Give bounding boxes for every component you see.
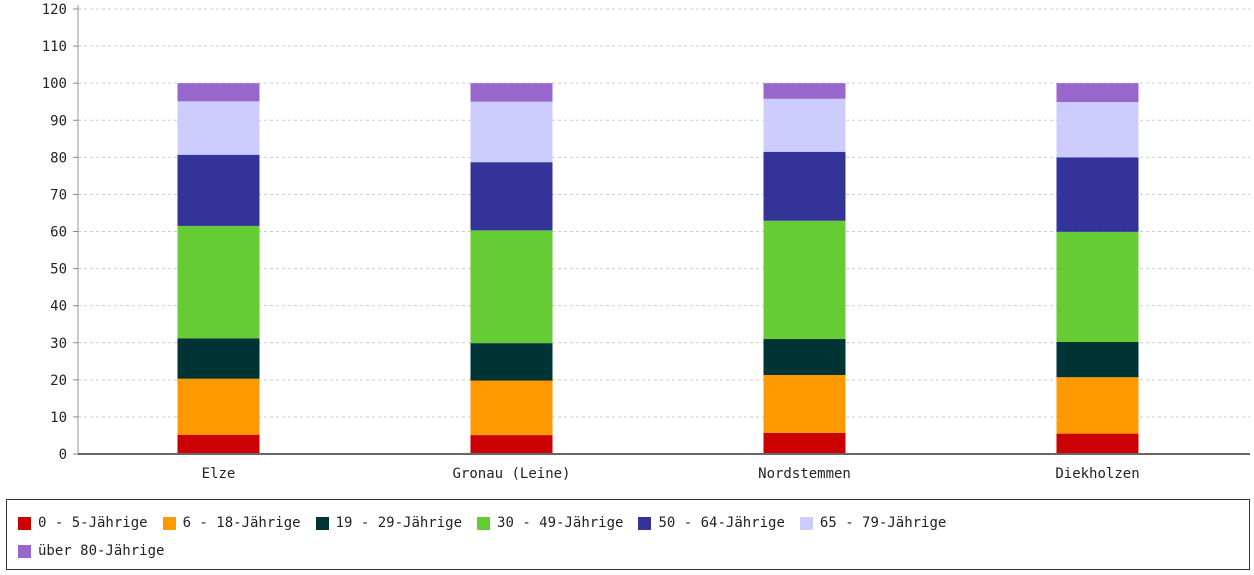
bar-segment: [470, 380, 553, 436]
bar-segment: [1056, 342, 1139, 378]
bar-segment: [470, 101, 553, 163]
stacked-bar-chart: 0 10 20 30 40 50 60 70 80 90 100 110 120 Elze Gronau …: [42, 2, 1250, 482]
y-tick-label: 50: [50, 262, 67, 278]
bar-segment: [177, 101, 260, 155]
bar-segment: [1056, 433, 1139, 454]
bar-segment: [470, 435, 553, 454]
y-tick-label: 70: [50, 187, 67, 203]
legend-swatch: [477, 516, 491, 530]
legend-item: über 80-Jährige: [18, 543, 164, 559]
y-tick-labels: 0 10 20 30 40 50 60 70 80 90 100 110 120: [42, 2, 78, 463]
y-tick-label: 90: [50, 113, 67, 129]
bar-segment: [1056, 157, 1139, 232]
bar-segment: [763, 375, 846, 433]
legend-swatch: [315, 516, 329, 530]
bar-segment: [470, 83, 553, 102]
x-tick-label: Nordstemmen: [758, 466, 851, 482]
y-tick-label: 80: [50, 150, 67, 166]
bar-segment: [763, 432, 846, 454]
legend-row: über 80-Jährige: [18, 537, 1249, 565]
legend-item: 6 - 18-Jährige: [162, 515, 301, 531]
legend-item: 19 - 29-Jährige: [315, 515, 463, 531]
y-tick-label: 110: [42, 39, 67, 55]
legend-label: 0 - 5-Jährige: [38, 515, 148, 531]
legend-swatch: [18, 544, 31, 558]
legend-label: über 80-Jährige: [38, 543, 165, 559]
legend-label: 50 - 64-Jährige: [658, 515, 785, 531]
bar-segment: [1056, 377, 1139, 434]
bar-segment: [177, 338, 260, 379]
x-tick-label: Elze: [202, 466, 236, 482]
bar-segment: [1056, 231, 1139, 343]
legend-swatch: [18, 516, 31, 530]
y-tick-label: 20: [50, 373, 67, 389]
bar-segment: [1056, 83, 1139, 103]
legend-swatch: [162, 516, 176, 530]
legend-label: 30 - 49-Jährige: [497, 515, 624, 531]
bar-segment: [763, 220, 846, 340]
bar-segment: [470, 230, 553, 344]
y-tick-label: 10: [50, 410, 67, 426]
legend-item: 30 - 49-Jährige: [477, 515, 623, 531]
x-tick-labels: Elze Gronau (Leine) Nordstemmen Diekholzen: [202, 466, 1140, 482]
bar-segment: [470, 162, 553, 231]
bars: [177, 83, 1139, 454]
legend-label: 19 - 29-Jährige: [335, 515, 463, 531]
bar-segment: [177, 154, 260, 226]
y-tick-label: 30: [50, 336, 67, 352]
legend-swatch: [638, 516, 652, 530]
legend-item: 50 - 64-Jährige: [638, 515, 785, 531]
bar-segment: [763, 83, 846, 99]
bar-segment: [470, 343, 553, 381]
y-tick-label: 60: [50, 225, 67, 241]
y-tick-label: 100: [42, 76, 67, 92]
bar-segment: [177, 83, 260, 102]
bar-segment: [763, 339, 846, 376]
legend-label: 65 - 79-Jährige: [819, 515, 947, 531]
bar-segment: [763, 98, 846, 152]
legend: 0 - 5-Jährige 6 - 18-Jährige 19 - 29-Jäh…: [6, 499, 1250, 570]
legend-item: 0 - 5-Jährige: [18, 515, 148, 531]
bar-segment: [763, 151, 846, 221]
legend-item: 65 - 79-Jährige: [799, 515, 947, 531]
y-tick-label: 0: [59, 447, 67, 463]
bar-segment: [177, 434, 260, 454]
y-tick-label: 120: [42, 2, 67, 18]
bar-segment: [177, 225, 260, 339]
legend-label: 6 - 18-Jährige: [182, 515, 301, 531]
x-tick-label: Gronau (Leine): [452, 466, 570, 482]
x-tick-label: Diekholzen: [1055, 466, 1139, 482]
legend-swatch: [799, 516, 813, 530]
y-tick-label: 40: [50, 299, 67, 315]
bar-segment: [1056, 102, 1139, 158]
bar-segment: [177, 378, 260, 435]
legend-row: 0 - 5-Jährige 6 - 18-Jährige 19 - 29-Jäh…: [18, 509, 1249, 537]
